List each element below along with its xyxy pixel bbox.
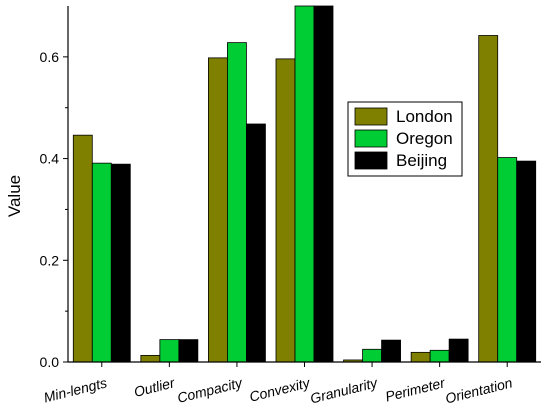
x-tick-label: Granularity xyxy=(308,374,379,406)
legend-label-oregon: Oregon xyxy=(396,129,453,148)
x-tick-label: Orientation xyxy=(444,374,515,406)
bar-beijing-min-lengts xyxy=(110,163,131,363)
x-ticks: Min-lengts Outlier Compacity ConvexityGranu… xyxy=(42,362,514,406)
x-tick-label: Convexity xyxy=(248,374,312,405)
bar-oregon-outlier xyxy=(159,339,180,363)
bar-beijing-perimeter xyxy=(448,338,469,363)
legend-swatch-beijing xyxy=(354,151,388,170)
bar-beijing-orientation xyxy=(516,160,537,363)
x-tick-label: Min-lengts xyxy=(42,374,109,405)
bar-oregon-compacity xyxy=(227,42,247,363)
bar-oregon-min-lengts xyxy=(91,162,112,363)
bar-london-outlier xyxy=(140,354,161,363)
bar-oregon-perimeter xyxy=(429,349,450,363)
bar-oregon-orientation xyxy=(497,157,518,363)
bar-london-min-lengts xyxy=(72,134,93,363)
bar-beijing-compacity xyxy=(246,123,266,363)
legend-swatch-london xyxy=(354,107,388,126)
bar-oregon-granularity xyxy=(362,348,382,363)
y-tick-label: 0.0 xyxy=(40,354,60,370)
bar-beijing-outlier xyxy=(178,339,199,363)
y-axis-title: Value xyxy=(5,175,24,217)
bar-beijing-convexity xyxy=(313,5,334,363)
bars-layer xyxy=(72,5,537,363)
bar-oregon-convexity xyxy=(294,5,315,363)
y-tick-label: 0.6 xyxy=(40,49,60,65)
bar-beijing-granularity xyxy=(381,339,401,363)
bar-london-perimeter xyxy=(410,351,431,363)
legend-swatch-oregon xyxy=(354,129,388,148)
legend-label-london: London xyxy=(396,107,453,126)
y-tick-label: 0.4 xyxy=(40,151,60,167)
x-tick-label: Compacity xyxy=(176,374,245,406)
x-tick-label: Perimeter xyxy=(384,374,448,405)
legend-label-beijing: Beijing xyxy=(396,151,447,170)
bar-london-convexity xyxy=(275,58,296,363)
x-tick-label: Outlier xyxy=(132,374,177,400)
y-tick-label: 0.2 xyxy=(40,252,60,268)
y-ticks: 0.0 0.2 0.4 0.6 xyxy=(40,49,68,370)
legend: London Oregon Beijing xyxy=(347,101,463,177)
bar-london-orientation xyxy=(478,35,499,363)
bar-london-compacity xyxy=(208,57,228,363)
